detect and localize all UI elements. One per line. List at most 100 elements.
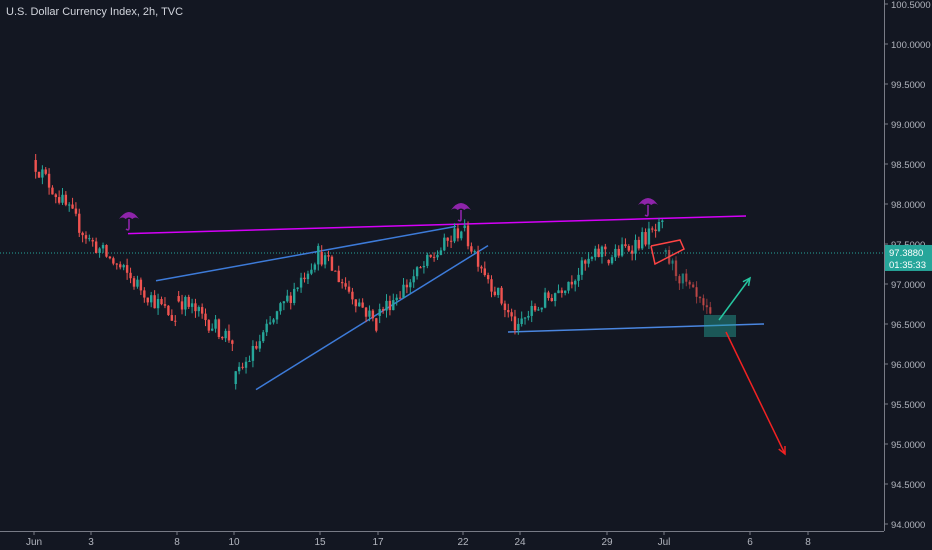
projection-down-arrow[interactable] <box>725 331 786 455</box>
candle-body <box>709 307 712 314</box>
time-tick-label: 15 <box>314 537 326 548</box>
candle-body <box>510 312 513 317</box>
candle-body <box>560 290 564 293</box>
candle-body <box>627 246 630 251</box>
candle-body <box>436 254 439 258</box>
candle-body <box>580 260 584 275</box>
time-tick-label: 8 <box>174 537 180 548</box>
candle-body <box>224 330 227 339</box>
candle-body <box>74 208 78 214</box>
candle-body <box>88 238 91 240</box>
candle-body <box>614 248 617 258</box>
candle-body <box>262 332 265 342</box>
candle-body <box>695 287 698 297</box>
candle-body <box>594 248 597 258</box>
candle-body <box>170 315 174 321</box>
candle-body <box>422 265 426 268</box>
candle-body <box>129 272 132 279</box>
candle-body <box>590 257 594 259</box>
candle-body <box>94 241 98 253</box>
support-trendline[interactable] <box>507 323 765 333</box>
candle-body <box>460 231 463 239</box>
bear-flag-pattern[interactable] <box>650 239 685 266</box>
candle-body <box>221 336 224 339</box>
candle-body <box>41 169 44 178</box>
price-tick-label: 95.0000 <box>891 440 925 451</box>
candle-body <box>286 295 289 302</box>
candle-body <box>101 245 105 249</box>
candle-body <box>705 305 709 308</box>
candle-body <box>275 311 279 320</box>
wedge-upper-line[interactable] <box>155 225 457 282</box>
candle-body <box>156 299 160 309</box>
candle-body <box>647 228 651 245</box>
candle-body <box>115 263 118 265</box>
candle-body <box>61 194 64 203</box>
projection-up-arrow[interactable] <box>718 277 751 321</box>
candle-body <box>449 240 453 242</box>
candle-body <box>358 302 361 307</box>
candle-body <box>537 309 540 311</box>
candle-body <box>368 310 371 317</box>
candle-body <box>641 232 644 249</box>
candle-body <box>624 244 627 247</box>
candle-body <box>217 319 221 337</box>
candle-body <box>375 318 378 331</box>
candle-body <box>381 309 385 311</box>
candle-body <box>685 273 688 282</box>
candle-body <box>289 295 292 303</box>
candle-body <box>68 204 71 206</box>
candle-body <box>634 239 637 254</box>
price-tick-label: 98.5000 <box>891 160 925 171</box>
candle-body <box>395 297 398 301</box>
candle-body <box>340 282 344 284</box>
time-tick-label: Jul <box>658 537 671 548</box>
candle-body <box>211 328 214 331</box>
candle-body <box>64 194 68 205</box>
candle-body <box>299 277 303 288</box>
candle-body <box>136 279 139 287</box>
price-tick-label: 95.5000 <box>891 400 925 411</box>
candle-body <box>439 250 443 255</box>
candle-body <box>419 267 422 269</box>
target-zone[interactable] <box>704 315 736 337</box>
price-axis[interactable]: 100.5000 100.0000 99.5000 99.0000 98.5000 98.… <box>884 0 932 550</box>
time-tick-label: 24 <box>514 537 526 548</box>
candle-body <box>691 284 695 288</box>
candle-body <box>463 225 466 228</box>
candle-body <box>654 229 657 231</box>
candle-body <box>214 319 217 329</box>
umbrella-icon <box>119 212 139 231</box>
candle-body <box>493 291 497 296</box>
candle-body <box>108 256 112 259</box>
price-tick-label: 94.5000 <box>891 480 925 491</box>
candle-body <box>466 225 470 247</box>
candle-body <box>119 264 122 268</box>
candle-body <box>429 254 432 257</box>
candle-body <box>268 322 272 324</box>
candle-body <box>146 297 149 303</box>
candle-body <box>44 169 47 174</box>
candle-body <box>153 295 156 309</box>
candlestick-series <box>34 153 712 390</box>
candle-body <box>364 307 368 317</box>
candle-body <box>570 281 574 285</box>
candle-body <box>334 270 337 272</box>
price-axis-bg <box>884 0 932 550</box>
candle-body <box>313 264 317 270</box>
candle-body <box>105 245 108 257</box>
price-tick-label: 99.5000 <box>891 80 925 91</box>
candle-body <box>388 300 392 311</box>
resistance-trendline[interactable] <box>127 215 747 235</box>
candle-body <box>150 295 153 303</box>
candle-body <box>513 316 517 331</box>
candle-body <box>125 265 129 273</box>
countdown-label: 01:35:33 <box>889 260 926 271</box>
candle-body <box>600 246 604 257</box>
candle-body <box>698 296 702 299</box>
candle-body <box>160 299 163 305</box>
candle-body <box>527 315 530 318</box>
candle-body <box>241 366 244 368</box>
time-axis[interactable]: Jun 3 8 10 15 17 22 24 29 Jul 6 8 <box>0 531 884 548</box>
